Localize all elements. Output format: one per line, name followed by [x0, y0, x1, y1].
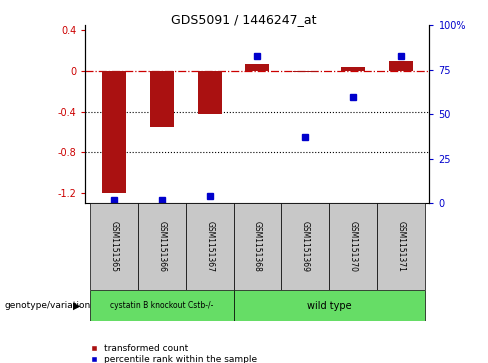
- Bar: [90, 203, 138, 290]
- Legend: transformed count, percentile rank within the sample: transformed count, percentile rank withi…: [90, 344, 258, 363]
- Bar: [102, 71, 126, 193]
- Bar: [186, 203, 234, 290]
- Bar: [198, 71, 222, 114]
- Bar: [341, 67, 365, 71]
- Text: GSM1151369: GSM1151369: [301, 221, 310, 272]
- Bar: [234, 203, 281, 290]
- Bar: [245, 64, 269, 71]
- Bar: [150, 71, 174, 127]
- Bar: [138, 203, 186, 290]
- Text: wild type: wild type: [307, 301, 351, 311]
- Bar: [377, 203, 425, 290]
- Bar: [281, 203, 329, 290]
- Bar: [389, 61, 413, 71]
- Text: cystatin B knockout Cstb-/-: cystatin B knockout Cstb-/-: [110, 301, 214, 310]
- Bar: [234, 290, 425, 321]
- Bar: [293, 71, 317, 72]
- Bar: [329, 203, 377, 290]
- Bar: [90, 290, 234, 321]
- Text: GSM1151368: GSM1151368: [253, 221, 262, 272]
- Text: GSM1151367: GSM1151367: [205, 221, 214, 272]
- Text: GSM1151371: GSM1151371: [396, 221, 405, 272]
- Text: GSM1151365: GSM1151365: [110, 221, 119, 272]
- Text: GDS5091 / 1446247_at: GDS5091 / 1446247_at: [171, 13, 317, 26]
- Text: ▶: ▶: [73, 301, 81, 311]
- Text: genotype/variation: genotype/variation: [5, 301, 91, 310]
- Text: GSM1151366: GSM1151366: [157, 221, 166, 272]
- Text: GSM1151370: GSM1151370: [348, 221, 358, 272]
